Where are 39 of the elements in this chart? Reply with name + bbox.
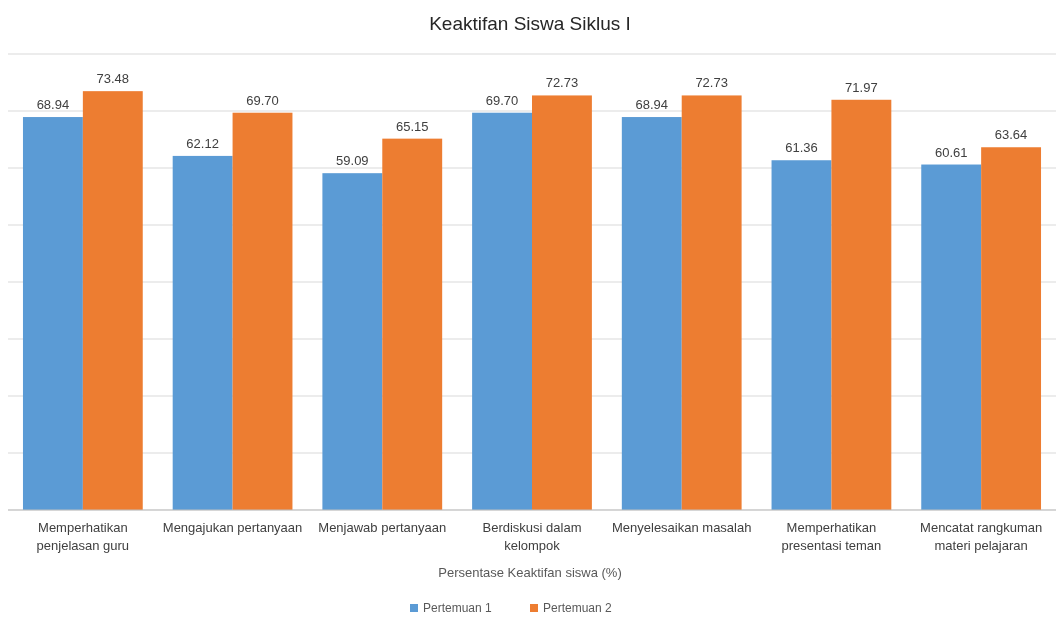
x-tick-label: Memperhatikan penjelasan guru [36,520,130,553]
bar [172,155,233,510]
x-tick-label: Mencatat rangkuman materi pelajaran [920,520,1043,553]
data-label: 63.64 [994,127,1028,143]
legend-label: Pertemuan 2 [543,601,613,615]
data-label: 68.94 [635,97,669,113]
data-label: 62.12 [186,135,219,151]
bar [382,138,443,510]
bar [322,173,383,510]
x-tick-label: Mengajukan pertanyaan [162,520,303,535]
data-label: 69.70 [246,92,279,108]
data-label: 60.61 [934,144,968,160]
data-label: 68.94 [36,97,70,113]
bar [681,95,742,510]
data-label: 72.73 [545,75,579,91]
bar [472,112,532,510]
legend-label: Pertemuan 1 [423,601,493,615]
data-label: 65.15 [395,118,429,134]
data-label: 69.70 [485,92,519,108]
data-label: 72.73 [695,75,728,91]
x-tick-label: Berdiskusi dalam kelompok [482,520,582,553]
bar [82,91,143,510]
bar [621,117,682,510]
data-label: 61.36 [785,140,818,156]
bar [921,164,982,510]
data-label: 73.48 [96,71,130,87]
bar [22,117,83,510]
x-tick-label: Menjawab pertanyaan [318,520,447,535]
x-tick-label: Memperhatikan presentasi teman [781,520,882,553]
bar [532,95,592,510]
bar [232,112,293,510]
bar [771,160,832,510]
data-label: 71.97 [845,79,878,95]
bar [831,99,892,510]
x-axis-title: Persentase Keaktifan siswa (%) [438,565,622,580]
x-tick-label: Menyelesaikan masalah [611,520,752,535]
data-label: 59.09 [336,153,369,169]
bar [981,147,1042,510]
chart-title: Keaktifan Siswa Siklus I [429,13,631,34]
